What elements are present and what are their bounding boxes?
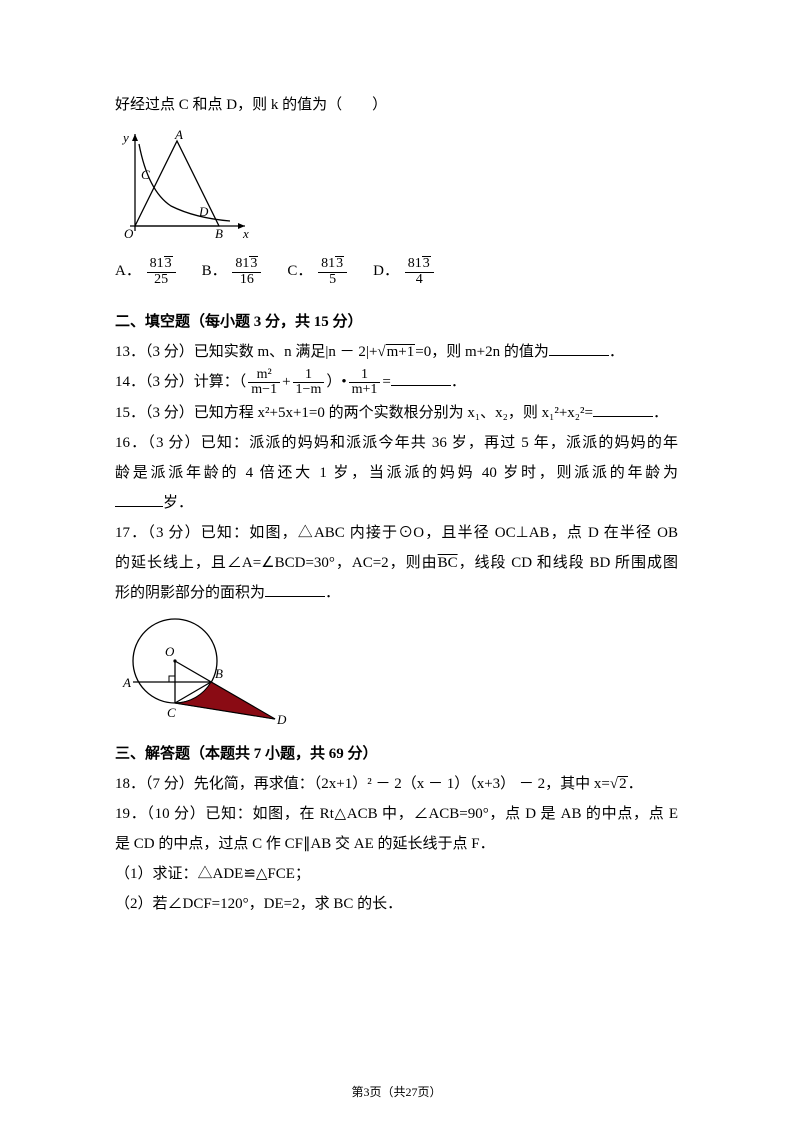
choice-C-frac: 813 5 [318, 256, 347, 287]
choice-D-label: D． [373, 263, 399, 279]
figure-circle-shade: O A B C D [115, 614, 678, 729]
q14-number: 14．（3 分） [115, 374, 194, 390]
q17-blank [265, 582, 325, 597]
q17-arc: BC [438, 555, 458, 571]
q12-continuation-text: 好经过点 C 和点 D，则 k 的值为（ ） [115, 90, 678, 120]
fig1-B-label: B [215, 226, 223, 241]
q19-body-l1: 已知：如图，在 Rt△ACB 中，∠ACB=90°，点 D 是 AB 的中点，点… [205, 806, 678, 822]
q17-body-l3a: 形的阴影部分的面积为 [115, 585, 265, 601]
choice-B-label: B． [202, 263, 227, 279]
q14-blank [391, 371, 451, 386]
choice-C: C． 813 5 [287, 256, 349, 287]
q13-tail2: ． [609, 344, 624, 360]
q14-frac1: m²m−1 [248, 368, 280, 398]
q14-body2: ）• [326, 374, 346, 390]
fig2-A-label: A [122, 675, 131, 690]
page-footer: 第3页（共27页） [0, 1080, 793, 1104]
q19-l2: 是 CD 的中点，过点 C 作 CF∥AB 交 AE 的延长线于点 F． [115, 829, 678, 859]
q13-rad: m+1 [386, 344, 416, 360]
q15-body: 已知方程 x²+5x+1=0 的两个实数根分别为 x₁、x₂，则 x₁²+x₂²… [194, 405, 593, 421]
section-3-title: 三、解答题（本题共 7 小题，共 69 分） [115, 739, 678, 769]
q13: 13．（3 分）已知实数 m、n 满足|n － 2|+√m+1=0，则 m+2n… [115, 337, 678, 367]
q18-number: 18．（7 分） [115, 776, 194, 792]
fig2-D-label: D [276, 712, 287, 727]
q16-l1: 16．（3 分）已知：派派的妈妈和派派今年共 36 岁，再过 5 年，派派的妈妈… [115, 428, 678, 458]
choice-B: B． 813 16 [202, 256, 264, 287]
q19-number: 19．（10 分） [115, 806, 205, 822]
q17-number: 17．（3 分） [115, 525, 201, 541]
choice-D: D． 813 4 [373, 256, 436, 287]
q14: 14．（3 分）计算：（m²m−1+11−m）•1m+1= ． [115, 367, 678, 398]
fig1-y-label: y [121, 130, 129, 145]
section-2-title: 二、填空题（每小题 3 分，共 15 分） [115, 307, 678, 337]
fig1-A-label: A [174, 127, 183, 142]
fig1-C-label: C [141, 167, 150, 182]
q17-l1: 17．（3 分）已知：如图，△ABC 内接于⊙O，且半径 OC⊥AB，点 D 在… [115, 518, 678, 548]
choice-A-label: A． [115, 263, 141, 279]
figure-hyperbola-triangle: y x O A B C D [115, 126, 678, 246]
q14-frac2: 11−m [293, 368, 325, 398]
choice-C-label: C． [287, 263, 312, 279]
choice-A-frac: 813 25 [147, 256, 176, 287]
q13-tail1: =0，则 m+2n 的值为 [415, 344, 549, 360]
q12-choices: A． 813 25 B． 813 16 C． 813 5 D． 813 4 [115, 256, 678, 287]
q14-tail: ． [451, 374, 466, 390]
q13-body: 已知实数 m、n 满足|n － 2|+ [194, 344, 378, 360]
q18-rad: 2 [618, 776, 628, 792]
q16-blank [115, 492, 163, 507]
q17-body-l2a: 的延长线上，且∠A=∠BCD=30°，AC=2，则由 [115, 555, 438, 571]
q15-number: 15．（3 分） [115, 405, 194, 421]
q14-frac3: 1m+1 [349, 368, 381, 398]
q13-number: 13．（3 分） [115, 344, 194, 360]
q13-blank [549, 341, 609, 356]
q19-sub2: （2）若∠DCF=120°，DE=2，求 BC 的长． [115, 889, 678, 919]
q16-body-l1: 已知：派派的妈妈和派派今年共 36 岁，再过 5 年，派派的妈妈的年 [201, 435, 678, 451]
fig2-O-label: O [165, 644, 175, 659]
q15: 15．（3 分）已知方程 x²+5x+1=0 的两个实数根分别为 x₁、x₂，则… [115, 398, 678, 428]
q17-l3: 形的阴影部分的面积为 ． [115, 578, 678, 608]
q15-blank [593, 402, 653, 417]
q19-l1: 19．（10 分）已知：如图，在 Rt△ACB 中，∠ACB=90°，点 D 是… [115, 799, 678, 829]
q17-body-l3b: ． [325, 585, 340, 601]
choice-D-frac: 813 4 [405, 256, 434, 287]
q18-body: 先化简，再求值：（2x+1）² － 2（x － 1）（x+3） － 2，其中 x… [194, 776, 610, 792]
fig1-O-label: O [124, 226, 134, 241]
fig1-D-label: D [198, 204, 209, 219]
q14-eq: = [382, 374, 390, 390]
q19-sub1: （1）求证：△ADE≌△FCE； [115, 859, 678, 889]
q16-l2: 龄是派派年龄的 4 倍还大 1 岁，当派派的妈妈 40 岁时，则派派的年龄为 [115, 458, 678, 488]
q17-l2: 的延长线上，且∠A=∠BCD=30°，AC=2，则由BC，线段 CD 和线段 B… [115, 548, 678, 578]
q14-plus: + [282, 374, 290, 390]
fig2-C-label: C [167, 705, 176, 720]
q16-number: 16．（3 分） [115, 435, 201, 451]
choice-A: A． 813 25 [115, 256, 178, 287]
q17-body-l2b: ，线段 CD 和线段 BD 所围成图 [458, 555, 678, 571]
choice-B-frac: 813 16 [232, 256, 261, 287]
q18-tail: ． [628, 776, 643, 792]
q18: 18．（7 分）先化简，再求值：（2x+1）² － 2（x － 1）（x+3） … [115, 769, 678, 799]
fig1-x-label: x [242, 226, 249, 241]
q15-tail: ． [653, 405, 668, 421]
q14-body1: 计算：（ [194, 374, 247, 390]
fig2-B-label: B [215, 666, 223, 681]
q17-body-l1: 已知：如图，△ABC 内接于⊙O，且半径 OC⊥AB，点 D 在半径 OB [201, 525, 678, 541]
q16-l3: 岁． [115, 488, 678, 518]
